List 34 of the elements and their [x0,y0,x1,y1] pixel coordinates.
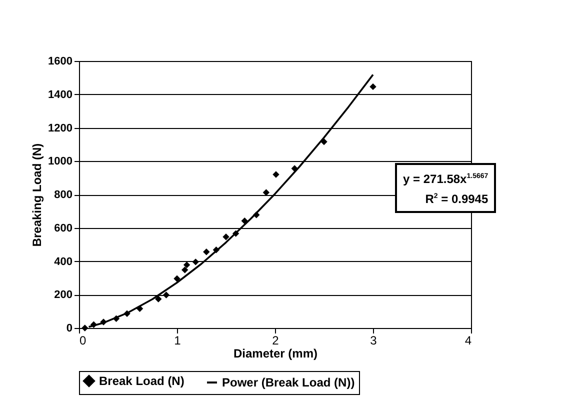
point [272,171,280,178]
x-tick-label: 4 [464,334,472,348]
y-tick-label: 1000 [48,156,72,168]
legend-label: Power (Break Load (N)) [222,376,355,390]
x-tick-label: 3 [370,334,378,348]
point [320,138,328,146]
annotation: y = 271.58x$^{1.5667}$ [403,171,488,188]
y-tick-label: 600 [54,222,72,234]
y-tick-label: 400 [54,256,72,268]
legend-label: Break Load (N) [99,374,184,388]
y-tick-label: 1600 [48,56,72,68]
point [222,234,230,240]
point [192,258,199,266]
point [203,248,210,256]
point [183,262,190,268]
y-tick-label: 800 [54,189,72,201]
point [181,266,188,274]
point [370,83,376,90]
point [162,292,170,298]
point [174,275,180,282]
point [155,296,162,302]
y-tick-label: 200 [54,289,72,302]
annotation: R$^{2}$ = 0.9945 [424,191,488,208]
x-tick-label: 2 [272,334,280,348]
x-tick-label: 1 [174,334,182,348]
y-tick-label: 1200 [48,122,72,134]
x-tick-label: 0 [80,334,86,348]
point [262,189,270,196]
point [241,218,248,224]
y-axis-title: Breaking Load (N) [30,143,44,247]
x-axis-title: Diameter (mm) [233,346,318,360]
point [82,324,88,332]
y-tick-label: 1400 [48,88,72,101]
y-tick-label: 0 [66,322,72,334]
